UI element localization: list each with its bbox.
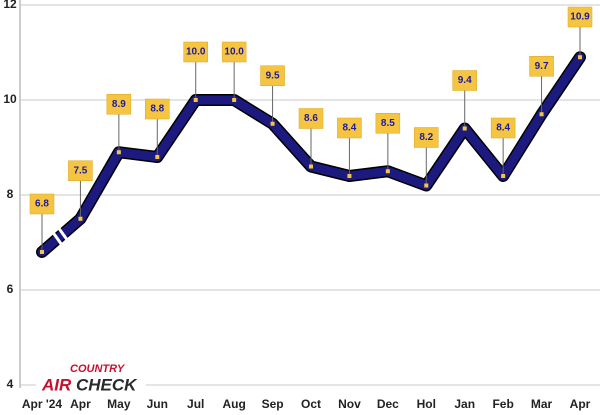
point bbox=[501, 174, 506, 178]
axis-break bbox=[50, 230, 64, 247]
value-label: 9.5 bbox=[266, 70, 280, 81]
value-label-box bbox=[567, 6, 593, 28]
point bbox=[270, 121, 275, 126]
value-label-box bbox=[414, 127, 439, 148]
y-tick-label: 8 bbox=[7, 187, 14, 201]
point bbox=[193, 98, 198, 102]
point bbox=[155, 155, 160, 159]
point bbox=[539, 112, 544, 117]
value-label-box bbox=[452, 70, 477, 91]
value-label: 7.5 bbox=[73, 165, 87, 176]
x-tick-label: Feb bbox=[492, 397, 513, 411]
value-label: 10.0 bbox=[186, 47, 206, 58]
value-label: 8.9 bbox=[112, 99, 126, 110]
x-tick-label: May bbox=[107, 397, 131, 411]
value-label-box bbox=[337, 117, 362, 139]
x-tick-label: Mar bbox=[531, 397, 553, 411]
point bbox=[309, 164, 313, 169]
point bbox=[385, 169, 390, 174]
value-label-box bbox=[298, 108, 324, 129]
x-tick-label: Aug bbox=[222, 397, 245, 411]
logo-top: COUNTRY bbox=[70, 363, 126, 375]
point bbox=[40, 250, 44, 254]
axis-break bbox=[56, 226, 70, 243]
value-label-box bbox=[106, 94, 132, 115]
value-label-box bbox=[260, 65, 285, 86]
x-tick-label: Jul bbox=[187, 397, 204, 411]
point bbox=[462, 126, 467, 131]
logo: COUNTRY AIR CHECK bbox=[36, 360, 146, 398]
value-label: 8.2 bbox=[419, 132, 433, 143]
logo-bg bbox=[36, 360, 146, 398]
x-tick-label: Hol bbox=[417, 397, 436, 411]
value-label-box bbox=[29, 193, 55, 215]
value-label: 6.8 bbox=[35, 199, 49, 210]
x-tick-label: Apr bbox=[70, 397, 91, 411]
x-tick-label: Jun bbox=[147, 397, 168, 411]
x-tick-label: Dec bbox=[377, 397, 399, 411]
point bbox=[578, 55, 582, 60]
value-label: 9.7 bbox=[535, 61, 549, 72]
value-label-box bbox=[183, 41, 208, 63]
logo-air: AIR bbox=[41, 375, 72, 394]
value-label: 8.4 bbox=[496, 123, 510, 134]
value-label-box bbox=[145, 98, 170, 120]
value-label: 8.8 bbox=[150, 104, 164, 115]
logo-check: CHECK bbox=[76, 375, 138, 394]
x-tick-label: Apr '24 bbox=[22, 397, 63, 411]
point bbox=[116, 150, 121, 155]
point bbox=[232, 98, 237, 102]
point bbox=[347, 174, 352, 178]
value-label-box bbox=[68, 160, 93, 181]
value-label: 8.5 bbox=[381, 118, 395, 129]
x-tick-label: Nov bbox=[338, 397, 361, 411]
value-label: 10.0 bbox=[224, 47, 244, 58]
y-tick-label: 4 bbox=[7, 377, 14, 391]
value-label: 10.9 bbox=[570, 12, 590, 23]
x-tick-label: Jan bbox=[454, 397, 475, 411]
value-label-box bbox=[490, 117, 516, 139]
point bbox=[424, 183, 429, 188]
value-label: 8.6 bbox=[304, 113, 318, 124]
value-label: 9.4 bbox=[458, 75, 472, 86]
x-tick-label: Apr bbox=[570, 397, 591, 411]
y-tick-label: 10 bbox=[3, 92, 17, 106]
value-label: 8.4 bbox=[342, 123, 356, 134]
x-tick-label: Oct bbox=[301, 397, 321, 411]
value-label-box bbox=[221, 41, 247, 63]
y-tick-label: 12 bbox=[3, 0, 17, 11]
value-label-box bbox=[375, 113, 401, 134]
y-tick-label: 6 bbox=[7, 282, 14, 296]
point bbox=[78, 216, 83, 221]
value-label-box bbox=[529, 56, 554, 77]
x-tick-label: Sep bbox=[262, 397, 284, 411]
